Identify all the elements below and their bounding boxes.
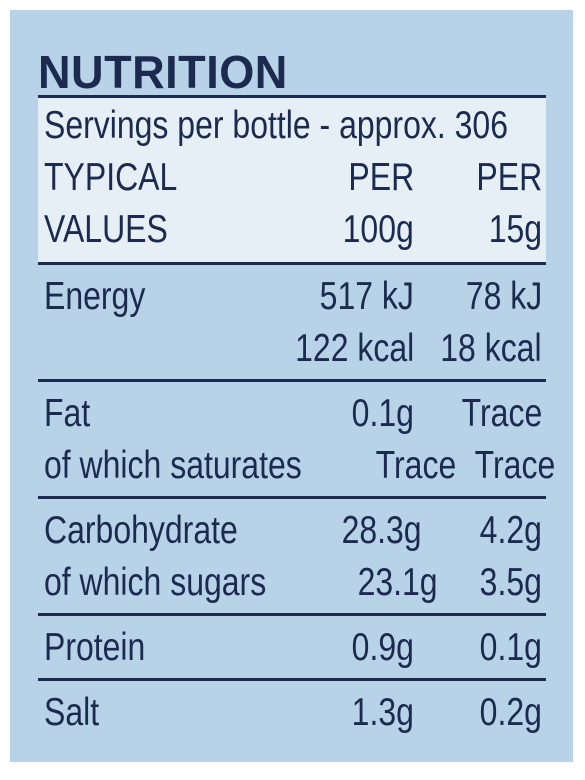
servings-row: Servings per bottle - approx. 306 <box>38 100 546 152</box>
nutrient-name: Carbohydrate <box>44 509 238 552</box>
nutrient-sections: Energy 517 kJ 78 kJ 122 kcal 18 kcal Fat 0.1g T… <box>38 265 555 743</box>
value-per-100g: 23.1g <box>357 561 438 604</box>
value-per-100g: 1.3g <box>351 691 414 734</box>
header-col1-line1: PER <box>348 156 414 199</box>
table-row: of which sugars 23.1g 3.5g <box>38 557 546 609</box>
header-label-2: VALUES <box>44 208 168 251</box>
nutrient-name: of which saturates <box>44 444 302 487</box>
nutrient-name: of which sugars <box>44 561 267 604</box>
nutrient-section: Energy 517 kJ 78 kJ 122 kcal 18 kcal <box>38 265 546 382</box>
nutrient-section: Fat 0.1g Trace of which saturates Trace Trace <box>38 382 555 499</box>
servings-text: Servings per bottle - approx. 306 <box>44 104 508 147</box>
table-row: Protein 0.9g 0.1g <box>38 622 546 674</box>
nutrient-section: Salt 1.3g 0.2g <box>38 681 546 743</box>
value-per-100g: 122 kcal <box>294 327 414 370</box>
value-per-serving: 78 kJ <box>465 275 542 318</box>
value-per-serving: 4.2g <box>479 509 542 552</box>
table-row: Salt 1.3g 0.2g <box>38 687 546 739</box>
value-per-100g: 28.3g <box>341 509 422 552</box>
header-row-2: VALUES 100g 15g <box>38 204 546 256</box>
header-col1-line2: 100g <box>342 208 414 251</box>
table-row: of which saturates Trace Trace <box>38 440 555 492</box>
value-per-serving: 3.5g <box>479 561 542 604</box>
nutrition-table: Servings per bottle - approx. 306 TYPICA… <box>38 95 555 743</box>
value-per-100g: 0.1g <box>351 392 414 435</box>
nutrient-name: Salt <box>44 691 100 734</box>
header-label-1: TYPICAL <box>44 156 178 199</box>
table-row: 122 kcal 18 kcal <box>38 323 546 375</box>
value-per-serving: 0.2g <box>479 691 542 734</box>
table-row: Fat 0.1g Trace <box>38 388 546 440</box>
value-per-serving: 0.1g <box>479 626 542 669</box>
header-col2-line2: 15g <box>488 208 542 251</box>
table-row: Energy 517 kJ 78 kJ <box>38 271 546 323</box>
nutrient-name: Energy <box>44 275 146 318</box>
table-header: Servings per bottle - approx. 306 TYPICA… <box>38 95 546 265</box>
header-row-1: TYPICAL PER PER <box>38 152 546 204</box>
nutrition-label: NUTRITION Servings per bottle - approx. … <box>10 10 573 762</box>
nutrient-section: Protein 0.9g 0.1g <box>38 616 546 681</box>
value-per-serving: 18 kcal <box>440 327 542 370</box>
nutrient-name: Protein <box>44 626 146 669</box>
nutrient-name: Fat <box>44 392 91 435</box>
value-per-serving: Trace <box>461 392 542 435</box>
value-per-100g: Trace <box>376 444 457 487</box>
table-row: Carbohydrate 28.3g 4.2g <box>38 505 546 557</box>
header-col2-line1: PER <box>476 156 542 199</box>
nutrition-title: NUTRITION <box>38 46 288 98</box>
value-per-100g: 0.9g <box>351 626 414 669</box>
nutrient-section: Carbohydrate 28.3g 4.2g of which sugars 23.1… <box>38 499 546 616</box>
value-per-100g: 517 kJ <box>319 275 414 318</box>
value-per-serving: Trace <box>474 444 555 487</box>
